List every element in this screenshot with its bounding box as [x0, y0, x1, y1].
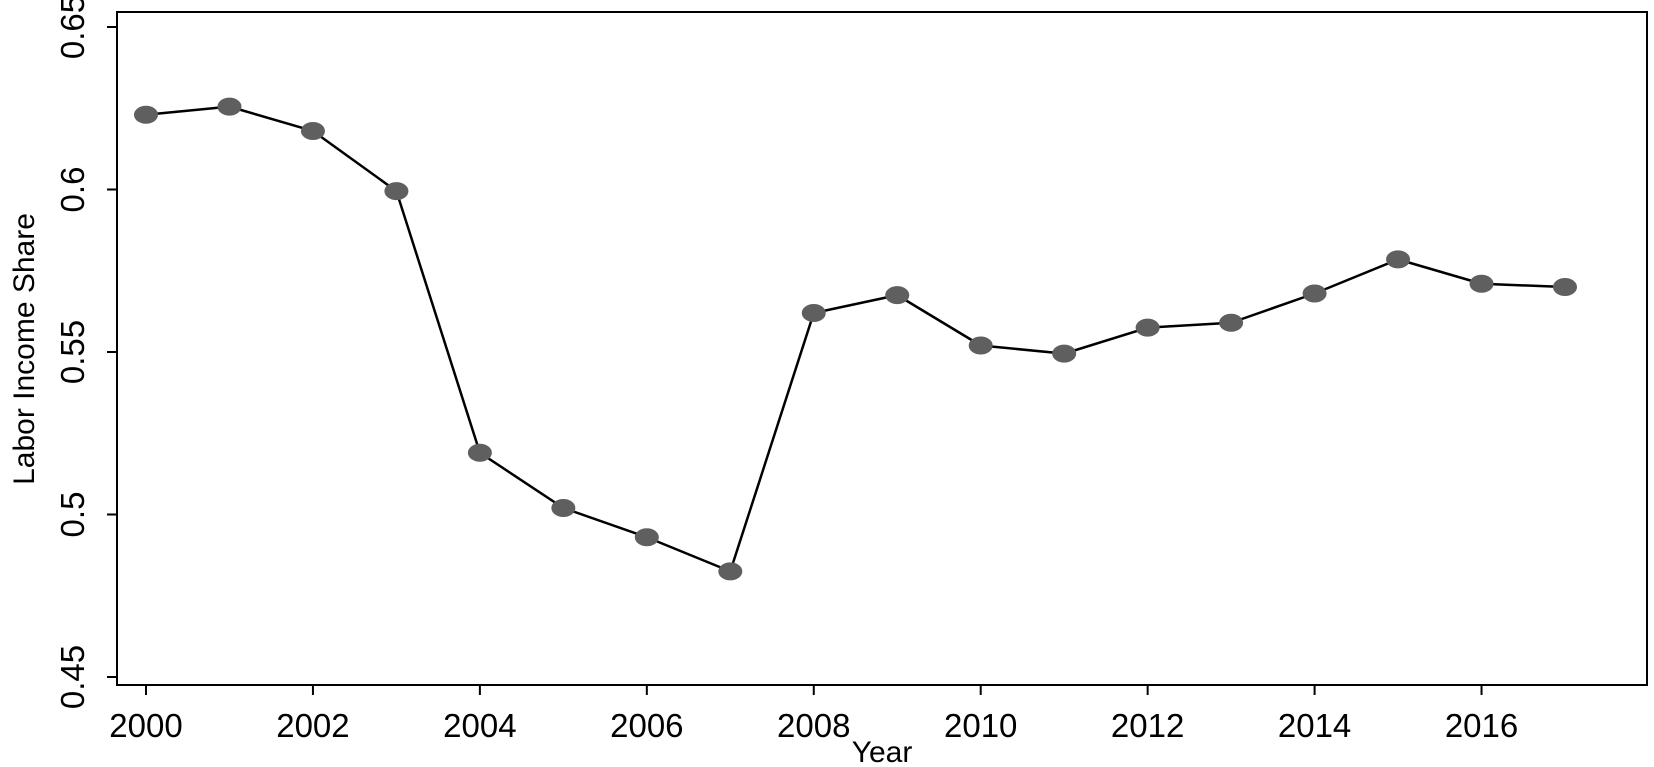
data-point — [968, 336, 993, 355]
y-tick-label: 0.55 — [54, 320, 91, 384]
x-tick-label: 2016 — [1445, 707, 1518, 744]
x-tick-label: 2004 — [443, 707, 516, 744]
y-tick-label: 0.5 — [54, 492, 91, 538]
x-tick-label: 2008 — [777, 707, 850, 744]
data-point — [1469, 274, 1494, 293]
x-tick-label: 2006 — [610, 707, 683, 744]
y-axis-title: Labor Income Share — [8, 213, 41, 485]
data-point — [300, 122, 325, 140]
data-point — [134, 105, 158, 124]
data-point — [718, 562, 743, 581]
data-point — [634, 528, 659, 547]
series-layer — [134, 97, 1577, 581]
x-tick-label: 2002 — [276, 707, 349, 744]
y-tick-label: 0.6 — [54, 167, 91, 213]
data-point — [885, 286, 910, 305]
data-point — [467, 443, 492, 462]
x-tick-label: 2012 — [1111, 707, 1184, 744]
x-tick-label: 2000 — [109, 707, 182, 744]
y-tick-label: 0.65 — [54, 0, 91, 59]
data-point — [1386, 250, 1411, 269]
data-point — [1553, 278, 1577, 296]
data-point — [1135, 318, 1160, 337]
x-tick-label: 2010 — [944, 707, 1017, 744]
y-tick-label: 0.45 — [54, 645, 91, 709]
data-point — [1219, 313, 1244, 332]
plot-frame — [116, 11, 1648, 686]
data-point — [551, 499, 576, 517]
x-axis: 2000 2002 2004 2006 2008 2010 2012 2014 2016 — [109, 685, 1518, 744]
y-axis: 0.45 0.5 0.55 0.6 0.65 — [54, 0, 117, 709]
data-point — [384, 182, 409, 201]
x-axis-title: Year — [852, 736, 913, 767]
series-line — [145, 105, 1566, 573]
x-tick-label: 2014 — [1278, 707, 1351, 744]
data-point — [217, 97, 242, 116]
data-point — [1052, 344, 1077, 363]
data-point — [1302, 284, 1327, 303]
data-point — [801, 304, 826, 322]
